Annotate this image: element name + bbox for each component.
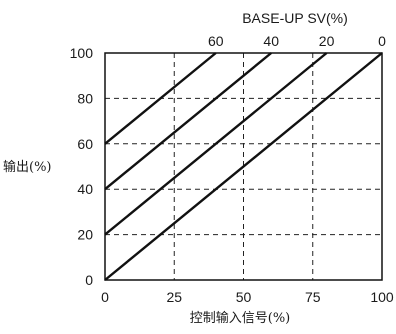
x-tick-label-100: 100	[370, 289, 394, 305]
series-line-base-up-40	[104, 52, 272, 191]
top-tick-label-20: 20	[319, 33, 335, 49]
top-tick-label-60: 60	[208, 33, 224, 49]
y-tick-label-20: 20	[77, 227, 93, 243]
y-tick-label-0: 0	[85, 272, 93, 288]
top-tick-label-0: 0	[378, 33, 386, 49]
y-axis-title: 输出(%)	[3, 159, 52, 175]
top-axis-title: BASE-UP SV(%)	[242, 10, 348, 26]
y-tick-label-80: 80	[77, 90, 93, 106]
series-line-base-up-0	[104, 52, 383, 281]
x-axis-title: 控制输入信号(%)	[190, 310, 291, 326]
y-tick-label-60: 60	[77, 136, 93, 152]
y-tick-label-40: 40	[77, 181, 93, 197]
x-tick-label-25: 25	[166, 289, 182, 305]
series-line-base-up-60	[104, 52, 217, 145]
top-tick-label-40: 40	[263, 33, 279, 49]
x-tick-label-50: 50	[236, 289, 252, 305]
x-tick-label-0: 0	[101, 289, 109, 305]
x-tick-label-75: 75	[305, 289, 321, 305]
tick-layer: 0 25 50 75 100 0 20 40 60 80 100 60 40 20 0	[70, 33, 394, 305]
series-line-base-up-20	[104, 52, 328, 236]
series-layer	[104, 52, 383, 281]
plot-frame	[104, 52, 383, 281]
grid-layer	[105, 53, 382, 280]
y-tick-label-100: 100	[70, 45, 94, 61]
